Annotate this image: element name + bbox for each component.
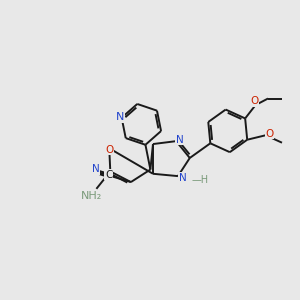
Text: N: N xyxy=(179,172,187,183)
Text: O: O xyxy=(250,97,258,106)
Text: NH₂: NH₂ xyxy=(81,191,103,201)
Text: N: N xyxy=(92,164,100,174)
Text: N: N xyxy=(176,135,184,145)
Text: O: O xyxy=(105,145,113,155)
Text: C: C xyxy=(105,169,112,180)
Text: —H: —H xyxy=(192,175,209,185)
Text: O: O xyxy=(265,129,273,139)
Text: N: N xyxy=(116,112,124,122)
